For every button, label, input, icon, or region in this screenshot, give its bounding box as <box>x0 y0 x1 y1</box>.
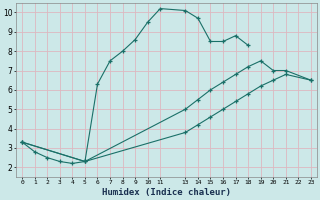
X-axis label: Humidex (Indice chaleur): Humidex (Indice chaleur) <box>102 188 231 197</box>
